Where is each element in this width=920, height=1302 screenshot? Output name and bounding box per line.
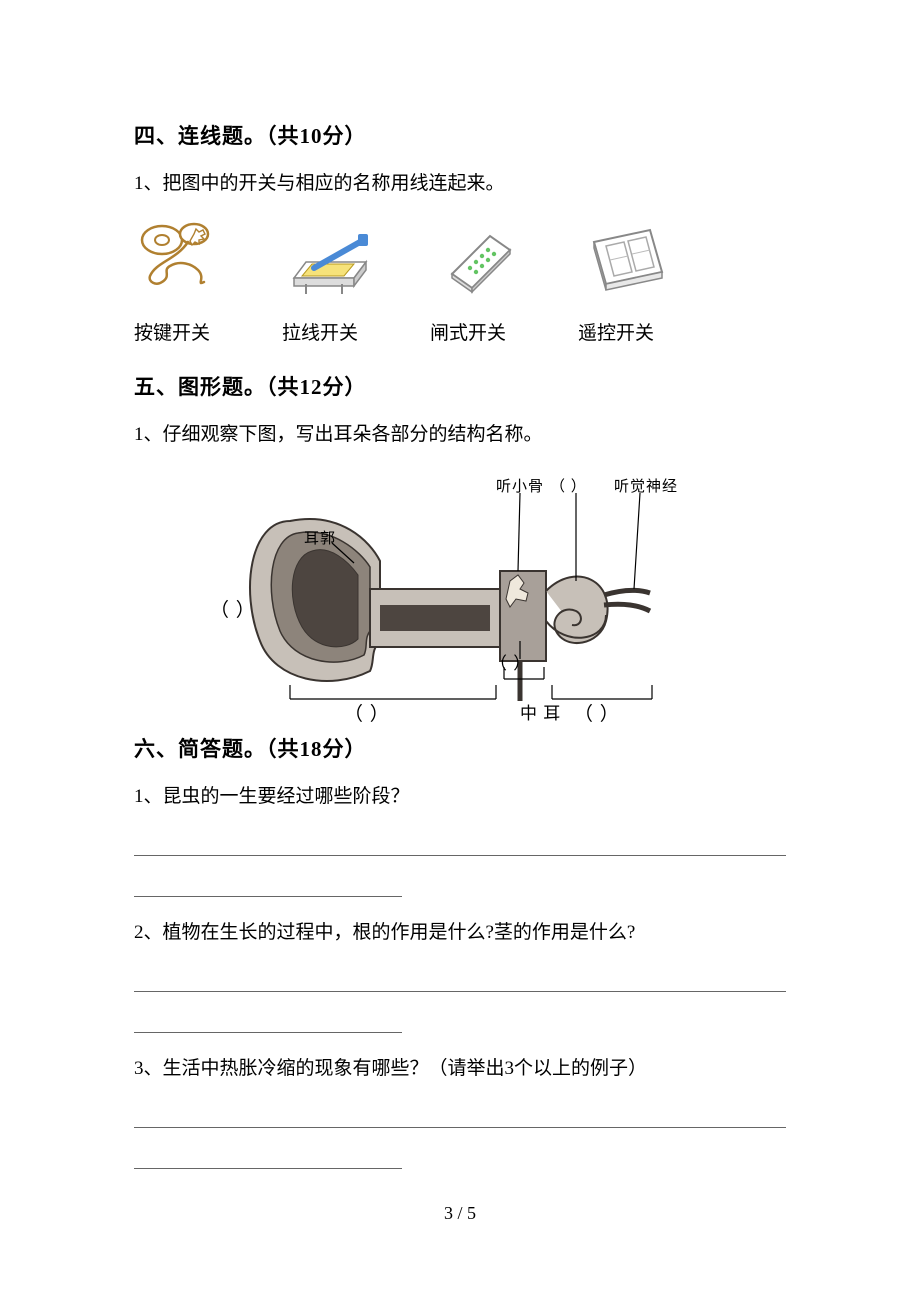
section-6-title: 六、简答题。（共18分） xyxy=(134,733,790,763)
answer-lines-q3 xyxy=(134,1099,790,1169)
label-blank-left: （ ） xyxy=(210,595,256,622)
label-auditory-nerve: 听觉神经 xyxy=(614,475,678,496)
matching-prompt: 1、把图中的开关与相应的名称用线连起来。 xyxy=(134,166,790,202)
pull-cord-switch-icon xyxy=(136,220,226,296)
short-answer-q2: 2、植物在生长的过程中，根的作用是什么?茎的作用是什么? xyxy=(134,915,790,951)
label-blank-upper: （ ） xyxy=(550,475,587,496)
answer-line[interactable] xyxy=(134,1099,786,1128)
answer-line[interactable] xyxy=(134,827,786,856)
answer-line[interactable] xyxy=(134,1140,402,1169)
switch-label-1: 按键开关 xyxy=(134,318,218,345)
section-4-title: 四、连线题。（共10分） xyxy=(134,120,790,150)
switch-labels-row: 按键开关 拉线开关 闸式开关 遥控开关 xyxy=(134,318,790,345)
answer-lines-q2 xyxy=(134,963,790,1033)
short-answer-q3: 3、生活中热胀冷缩的现象有哪些？（请举出3个以上的例子） xyxy=(134,1051,790,1087)
answer-line[interactable] xyxy=(134,868,402,897)
wall-rocker-switch-icon xyxy=(580,220,670,296)
label-blank-inner: （ ） xyxy=(574,699,620,726)
label-ossicles: 听小骨 xyxy=(496,475,544,496)
short-answer-q1: 1、昆虫的一生要经过哪些阶段？ xyxy=(134,779,790,815)
ear-diagram: 听小骨 （ ） 听觉神经 耳郭 （ ） （ ） （ ） 中 耳 （ ） xyxy=(220,471,660,719)
remote-control-icon xyxy=(432,220,522,296)
label-blank-outer: （ ） xyxy=(344,699,390,726)
label-auricle: 耳郭 xyxy=(304,527,336,548)
answer-line[interactable] xyxy=(134,963,786,992)
section-5-title: 五、图形题。（共12分） xyxy=(134,371,790,401)
switch-label-3: 闸式开关 xyxy=(430,318,514,345)
label-middle-ear: 中 耳 xyxy=(520,699,561,724)
answer-lines-q1 xyxy=(134,827,790,897)
switch-label-4: 遥控开关 xyxy=(578,318,662,345)
switch-images-row xyxy=(134,220,790,296)
page-number: 3 / 5 xyxy=(0,1203,920,1224)
label-blank-mid: （ ） xyxy=(490,649,531,674)
answer-line[interactable] xyxy=(134,1004,402,1033)
knife-switch-icon xyxy=(284,220,374,296)
worksheet-page: 四、连线题。（共10分） 1、把图中的开关与相应的名称用线连起来。 xyxy=(0,0,920,1302)
switch-label-2: 拉线开关 xyxy=(282,318,366,345)
ear-prompt: 1、仔细观察下图，写出耳朵各部分的结构名称。 xyxy=(134,417,790,453)
